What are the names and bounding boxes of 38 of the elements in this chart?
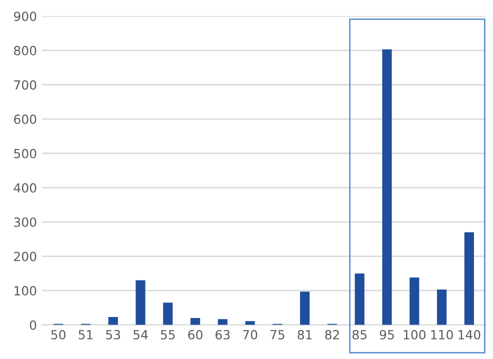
x-tick-label: 100 [404, 330, 426, 340]
y-tick-label: 0 [30, 320, 36, 330]
bar [464, 232, 474, 325]
bar [354, 273, 364, 325]
x-tick-label: 82 [325, 330, 339, 340]
x-tick-label: 60 [188, 330, 202, 340]
x-tick-label: 95 [380, 330, 394, 340]
y-tick-label: 600 [14, 114, 36, 124]
x-tick-label: 50 [51, 330, 66, 340]
x-tick-label: 75 [270, 330, 284, 340]
x-tick-label: 140 [458, 330, 480, 340]
bar [108, 317, 118, 325]
x-tick-label: 81 [298, 330, 312, 340]
y-tick-label: 800 [14, 46, 36, 56]
bar [410, 278, 420, 325]
bar [245, 321, 255, 325]
x-tick-label: 110 [431, 330, 453, 340]
y-tick-label: 400 [14, 183, 36, 193]
x-tick-label: 85 [352, 330, 366, 340]
bar [218, 319, 228, 325]
x-tick-label: 53 [106, 330, 120, 340]
y-tick-label: 200 [14, 252, 36, 262]
bar [163, 302, 173, 325]
bar [136, 280, 146, 325]
y-tick-label: 300 [14, 217, 36, 227]
x-tick-label: 55 [160, 330, 175, 340]
y-tick-label: 700 [14, 80, 36, 90]
y-tick-label: 100 [14, 286, 36, 296]
y-tick-label: 500 [14, 148, 36, 158]
bar [382, 49, 392, 325]
x-tick-label: 54 [134, 330, 148, 340]
x-tick-label: 51 [78, 330, 93, 340]
bar [300, 292, 310, 325]
bar [436, 290, 447, 325]
x-tick-label: 63 [216, 330, 230, 340]
y-tick-label: 900 [14, 12, 36, 22]
bar [190, 318, 200, 325]
x-tick-label: 70 [243, 330, 258, 340]
